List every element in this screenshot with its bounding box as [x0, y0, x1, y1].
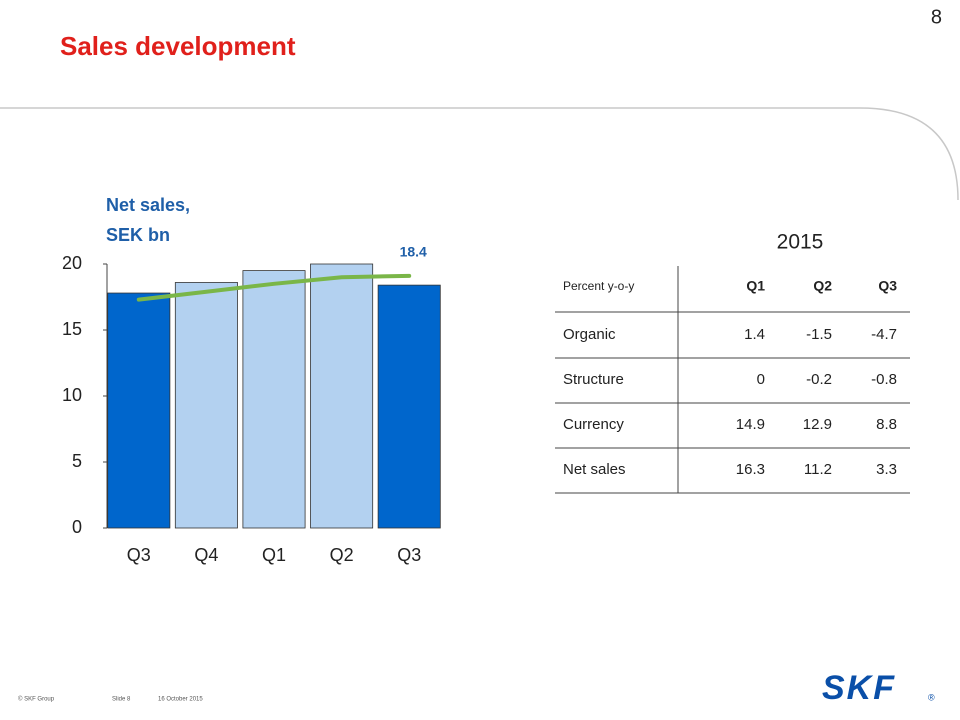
table-cell: 16.3 — [736, 461, 765, 478]
bar — [377, 284, 441, 529]
row-label: Organic — [563, 326, 616, 343]
bar — [107, 292, 171, 529]
y-tick-label: 10 — [62, 385, 82, 405]
y-label: Net sales, — [106, 195, 190, 215]
column-header: Q2 — [813, 278, 832, 294]
data-label: 18.4 — [400, 244, 427, 260]
table-cell: -0.8 — [871, 371, 897, 388]
table-cell: 14.9 — [736, 416, 765, 433]
logo-mark: ® — [928, 692, 935, 702]
decor-curve — [0, 107, 959, 201]
row-label: Net sales — [563, 461, 626, 478]
footer: © SKF Group — [18, 696, 55, 703]
row-label: Currency — [563, 416, 624, 433]
trend-line — [136, 273, 412, 302]
y-tick-label: 15 — [62, 319, 82, 339]
footer: Slide 8 — [112, 697, 131, 703]
x-tick-label: Q2 — [330, 545, 354, 565]
table-cell: -4.7 — [871, 326, 897, 343]
x-tick-label: Q3 — [127, 545, 151, 565]
table-cell: -1.5 — [806, 326, 832, 343]
table-cell: 12.9 — [803, 416, 832, 433]
table-cell: 8.8 — [876, 416, 897, 433]
row-label: Structure — [563, 371, 624, 388]
table-cell: -0.2 — [806, 371, 832, 388]
table-cell: 0 — [757, 371, 765, 388]
table-cell: 3.3 — [876, 461, 897, 478]
column-header: Q3 — [878, 278, 897, 294]
logo: SKF — [822, 669, 896, 707]
x-tick-label: Q3 — [397, 545, 421, 565]
bar — [310, 263, 374, 529]
x-tick-label: Q1 — [262, 545, 286, 565]
y-tick-label: 0 — [72, 517, 82, 537]
y-label: SEK bn — [106, 225, 170, 245]
row-header-label: Percent y-o-y — [563, 279, 634, 293]
data-label: 17.8 — [125, 263, 152, 279]
table-title: 2015 — [777, 231, 824, 254]
slide-title: Sales development — [60, 31, 296, 61]
table-cell: 11.2 — [804, 461, 832, 478]
bar — [242, 270, 306, 529]
y-tick-label: 20 — [62, 253, 82, 273]
footer: 16 October 2015 — [158, 697, 203, 703]
bar — [174, 282, 238, 529]
column-header: Q1 — [746, 278, 765, 294]
x-tick-label: Q4 — [194, 545, 218, 565]
slide-number: 8 — [931, 6, 942, 28]
y-tick-label: 5 — [72, 451, 82, 471]
table-cell: 1.4 — [744, 326, 765, 343]
